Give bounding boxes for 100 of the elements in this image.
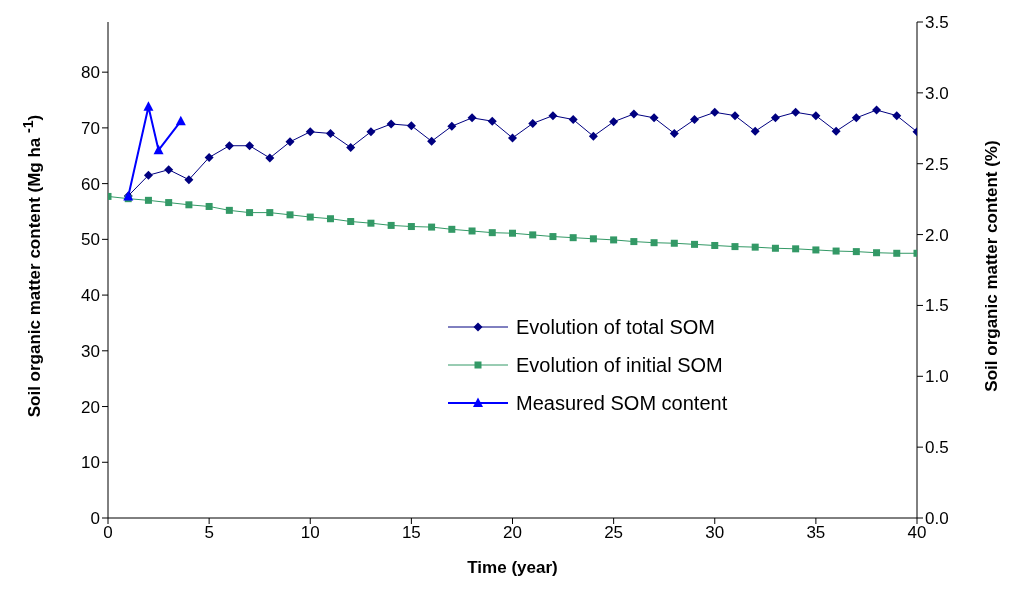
point — [306, 213, 314, 221]
y-tick-label: 80 — [81, 63, 100, 83]
point — [751, 243, 759, 251]
x-tick-label: 40 — [907, 523, 927, 543]
point — [669, 128, 679, 138]
y2-tick-label: 3.0 — [925, 83, 949, 103]
x-tick-label: 25 — [604, 523, 624, 543]
point — [224, 141, 234, 151]
y2-tick-label: 3.5 — [925, 13, 949, 33]
point — [204, 152, 214, 162]
x-tick-label: 15 — [401, 523, 421, 543]
y2-tick-label: 1.0 — [925, 367, 949, 387]
point — [407, 223, 415, 231]
x-axis-title: Time (year) — [466, 558, 559, 578]
point — [347, 218, 355, 226]
point — [508, 133, 517, 143]
point — [266, 209, 274, 217]
point — [175, 115, 186, 126]
point — [568, 115, 578, 125]
point — [873, 249, 881, 257]
point — [649, 113, 659, 123]
point — [832, 247, 840, 255]
point — [872, 105, 882, 115]
point — [366, 127, 376, 137]
point — [609, 117, 619, 127]
point — [792, 245, 800, 253]
point — [730, 111, 740, 121]
point — [487, 116, 497, 126]
point — [467, 113, 477, 123]
point — [165, 199, 173, 207]
x-tick-label: 20 — [503, 523, 522, 543]
y2-tick-label: 0.5 — [925, 438, 949, 458]
point — [386, 119, 396, 129]
point — [528, 118, 538, 128]
point — [367, 219, 375, 227]
point — [448, 225, 456, 233]
point — [691, 240, 699, 248]
point — [893, 249, 901, 257]
point — [143, 101, 154, 111]
point — [811, 111, 821, 121]
point — [143, 170, 153, 180]
y2-tick-label: 2.0 — [925, 225, 949, 245]
point — [791, 107, 801, 117]
point — [488, 229, 496, 237]
point — [265, 153, 275, 163]
y-tick-label: 70 — [81, 118, 100, 138]
point — [387, 221, 395, 229]
point — [144, 196, 152, 204]
point — [690, 115, 700, 125]
legend-label: Evolution of total SOM — [516, 315, 715, 339]
point — [447, 121, 457, 131]
point — [589, 235, 597, 243]
point — [427, 136, 437, 146]
x-tick-label: 35 — [806, 523, 826, 543]
y-tick-label: 30 — [81, 341, 100, 361]
point — [346, 142, 356, 152]
point — [325, 128, 335, 138]
point — [164, 165, 174, 175]
y2-tick-label: 1.5 — [925, 296, 949, 316]
point — [588, 131, 598, 141]
point — [892, 111, 902, 121]
point — [629, 109, 639, 119]
point — [205, 202, 213, 210]
point — [305, 127, 315, 137]
point — [569, 234, 577, 242]
point — [406, 121, 416, 131]
point — [153, 144, 164, 155]
point — [184, 175, 194, 185]
y-tick-label: 40 — [81, 286, 100, 306]
point — [750, 126, 760, 136]
point — [851, 113, 861, 123]
point — [831, 126, 841, 136]
y2-tick-label: 0.0 — [925, 509, 949, 529]
point — [185, 201, 193, 209]
point — [246, 209, 254, 217]
point — [630, 238, 638, 246]
point — [285, 137, 295, 147]
y-tick-label: 10 — [81, 453, 100, 473]
point — [610, 236, 618, 244]
legend-label: Measured SOM content — [516, 391, 728, 415]
y-tick-label: 60 — [81, 174, 100, 194]
point — [812, 246, 820, 254]
x-tick-label: 0 — [103, 523, 113, 543]
x-tick-label: 30 — [705, 523, 725, 543]
point — [468, 227, 476, 235]
point — [650, 239, 658, 247]
point — [428, 223, 436, 231]
point — [548, 111, 558, 121]
y2-axis-title: Soil organic matter content (%) — [982, 140, 1002, 392]
y2-tick-label: 2.5 — [925, 154, 949, 174]
legend-label: Evolution of initial SOM — [516, 353, 723, 377]
x-tick-label: 10 — [300, 523, 320, 543]
point — [509, 229, 516, 237]
point — [326, 215, 334, 223]
point — [771, 244, 779, 252]
point — [711, 241, 719, 249]
point — [852, 248, 860, 256]
point — [286, 211, 294, 219]
y-tick-label: 20 — [81, 397, 100, 417]
point — [731, 243, 739, 251]
